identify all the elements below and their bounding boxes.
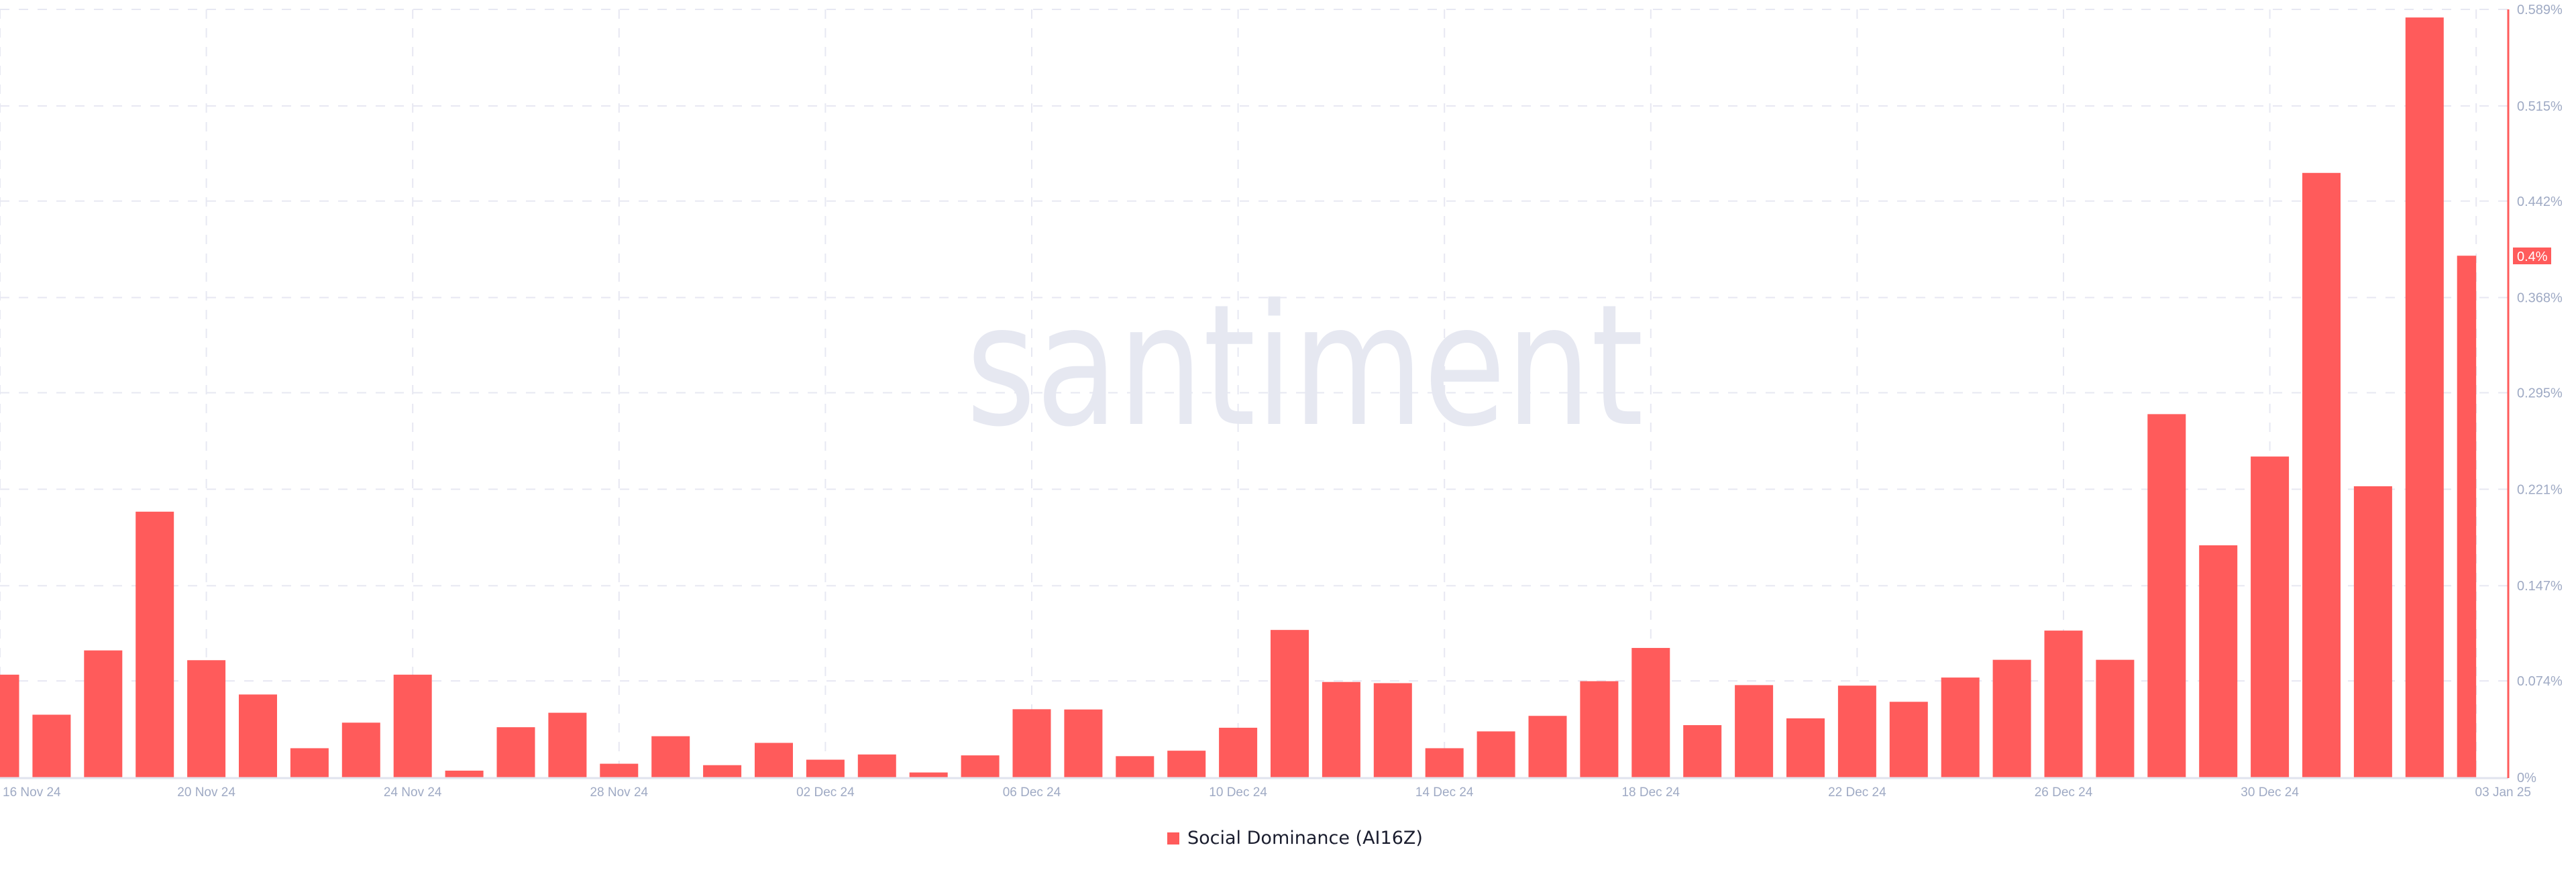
bar-15-dec-24[interactable] xyxy=(1477,731,1515,777)
bar-16-nov-24[interactable] xyxy=(0,674,19,777)
x-tick-label: 14 Dec 24 xyxy=(1415,785,1474,800)
x-tick-label: 26 Dec 24 xyxy=(2035,785,2093,800)
x-tick-label: 20 Nov 24 xyxy=(177,785,235,800)
bar-07-dec-24[interactable] xyxy=(1064,709,1103,777)
legend-label: Social Dominance (AI16Z) xyxy=(1187,828,1423,849)
bar-28-dec-24[interactable] xyxy=(2147,414,2186,777)
x-tick-label: 18 Dec 24 xyxy=(1621,785,1680,800)
bar-31-dec-24[interactable] xyxy=(2302,172,2341,778)
bar-01-dec-24[interactable] xyxy=(755,743,793,777)
y-tick-label: 0.221% xyxy=(2517,482,2563,497)
legend-swatch xyxy=(1167,832,1179,844)
bar-30-nov-24[interactable] xyxy=(703,765,742,777)
bar-24-dec-24[interactable] xyxy=(1941,677,1980,777)
bar-30-dec-24[interactable] xyxy=(2251,456,2290,777)
bar-22-nov-24[interactable] xyxy=(290,748,329,777)
bar-09-dec-24[interactable] xyxy=(1167,751,1206,777)
y-tick-label: 0.295% xyxy=(2517,386,2563,401)
bar-05-dec-24[interactable] xyxy=(961,755,1000,777)
y-tick-label: 0.442% xyxy=(2517,195,2563,209)
bar-25-dec-24[interactable] xyxy=(1992,659,2031,777)
bar-18-nov-24[interactable] xyxy=(84,650,123,777)
bar-23-nov-24[interactable] xyxy=(341,722,380,777)
y-tick-label: 0.515% xyxy=(2517,99,2563,114)
x-tick-label: 24 Nov 24 xyxy=(384,785,442,800)
bar-04-dec-24[interactable] xyxy=(909,772,948,777)
bar-23-dec-24[interactable] xyxy=(1889,702,1928,777)
x-tick-label: 02 Dec 24 xyxy=(796,785,855,800)
y-tick-label: 0.368% xyxy=(2517,291,2563,306)
legend[interactable]: Social Dominance (AI16Z) xyxy=(1167,828,1423,849)
bar-21-dec-24[interactable] xyxy=(1786,718,1825,777)
x-tick-label: 06 Dec 24 xyxy=(1003,785,1061,800)
x-tick-label: 03 Jan 25 xyxy=(2475,785,2531,800)
bar-11-dec-24[interactable] xyxy=(1271,630,1309,777)
bar-14-dec-24[interactable] xyxy=(1425,748,1464,777)
y-tick-label: 0.074% xyxy=(2517,674,2563,689)
y-tick-label: 0% xyxy=(2517,771,2536,785)
bar-28-nov-24[interactable] xyxy=(600,763,639,777)
bar-03-dec-24[interactable] xyxy=(857,754,896,777)
x-tick-label: 10 Dec 24 xyxy=(1209,785,1267,800)
bar-27-dec-24[interactable] xyxy=(2096,659,2135,777)
bar-20-nov-24[interactable] xyxy=(187,660,226,777)
bar-29-nov-24[interactable] xyxy=(651,736,690,777)
santiment-watermark: santiment xyxy=(966,268,1644,464)
x-tick-label: 28 Nov 24 xyxy=(590,785,648,800)
bar-06-dec-24[interactable] xyxy=(1012,709,1051,777)
x-axis-ticks: 16 Nov 24 20 Nov 24 24 Nov 24 28 Nov 24 02 D… xyxy=(3,785,2531,800)
bar-18-dec-24[interactable] xyxy=(1631,647,1670,777)
bar-17-dec-24[interactable] xyxy=(1580,681,1619,777)
bar-03-jan-25[interactable] xyxy=(2457,256,2477,778)
y-tick-label: 0.147% xyxy=(2517,579,2563,594)
x-tick-label: 22 Dec 24 xyxy=(1828,785,1886,800)
bar-26-nov-24[interactable] xyxy=(496,727,535,777)
bar-22-dec-24[interactable] xyxy=(1837,686,1876,777)
bar-08-dec-24[interactable] xyxy=(1116,756,1155,777)
bar-13-dec-24[interactable] xyxy=(1373,683,1412,777)
bar-26-dec-24[interactable] xyxy=(2044,631,2083,777)
y-axis-ticks: 0% 0.074% 0.147% 0.221% 0.295% 0.368% 0.442% 0.… xyxy=(2517,3,2563,785)
x-tick-label: 16 Nov 24 xyxy=(3,785,61,800)
bar-10-dec-24[interactable] xyxy=(1219,727,1258,777)
last-value-badge: 0.4% xyxy=(2513,248,2551,264)
bar-20-dec-24[interactable] xyxy=(1735,685,1774,777)
bar-01-jan-25[interactable] xyxy=(2353,486,2392,777)
bar-24-nov-24[interactable] xyxy=(393,674,432,777)
bar-19-nov-24[interactable] xyxy=(136,511,174,777)
y-tick-label: 0.589% xyxy=(2517,3,2563,17)
bar-02-dec-24[interactable] xyxy=(806,759,845,777)
last-value-label: 0.4% xyxy=(2517,250,2548,264)
bar-29-dec-24[interactable] xyxy=(2199,545,2238,777)
bar-02-jan-25[interactable] xyxy=(2405,17,2444,778)
bar-21-nov-24[interactable] xyxy=(239,694,277,777)
bar-27-nov-24[interactable] xyxy=(548,712,587,777)
bar-25-nov-24[interactable] xyxy=(445,770,484,777)
x-tick-label: 30 Dec 24 xyxy=(2241,785,2299,800)
bar-16-dec-24[interactable] xyxy=(1528,716,1567,777)
bar-17-nov-24[interactable] xyxy=(32,714,71,777)
bar-19-dec-24[interactable] xyxy=(1683,725,1722,777)
bar-12-dec-24[interactable] xyxy=(1322,682,1360,777)
bars xyxy=(0,17,2477,778)
